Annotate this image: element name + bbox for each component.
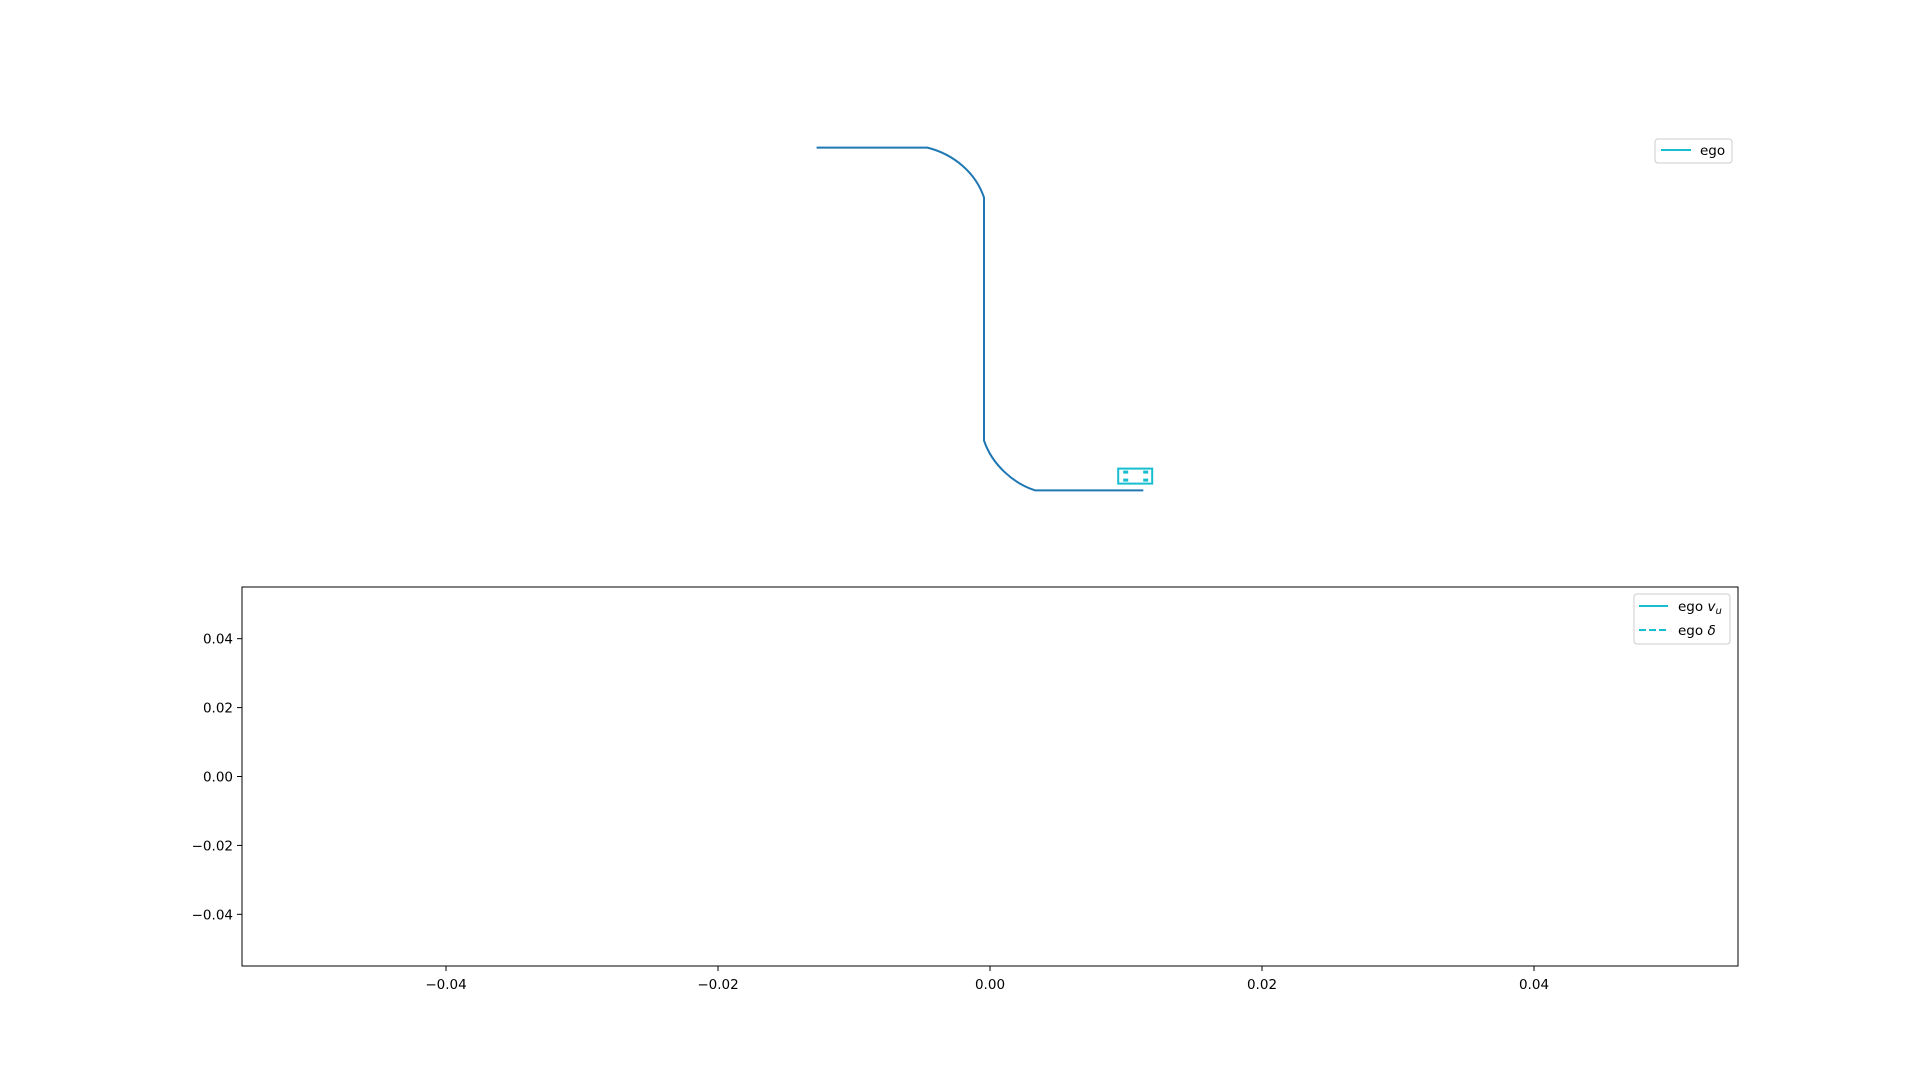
top-legend: ego	[1654, 138, 1733, 164]
legend-label-ego-vu: ego vu	[1678, 599, 1722, 617]
ego-vehicle-wheel	[1123, 470, 1129, 474]
trajectory-line	[816, 146, 1144, 492]
control-inputs-panel: −0.04 −0.02 0.00 0.02 0.04 0.04 0.02 0.00 −0.02…	[192, 586, 1739, 993]
ego-vehicle-marker	[1117, 467, 1154, 485]
x-tick-label: 0.00	[975, 977, 1005, 993]
bottom-legend: ego vu ego δ	[1633, 593, 1731, 645]
x-tick-label: 0.02	[1247, 977, 1277, 993]
plot-area-frame	[241, 586, 1739, 967]
y-tick-label: 0.04	[203, 632, 233, 648]
x-tick-label: −0.04	[425, 977, 466, 993]
y-tick-label: −0.04	[192, 907, 233, 923]
legend-label-ego-delta: ego δ	[1678, 623, 1716, 639]
ego-vehicle-body	[1117, 467, 1154, 485]
x-tick-label: 0.04	[1519, 977, 1549, 993]
y-tick-label: 0.02	[203, 701, 233, 717]
ego-vehicle-wheel	[1123, 478, 1129, 482]
y-tick-label: 0.00	[203, 770, 233, 786]
x-axis: −0.04 −0.02 0.00 0.02 0.04	[425, 966, 1549, 993]
top-legend-frame	[1654, 138, 1733, 164]
legend-label-ego: ego	[1700, 143, 1725, 159]
trajectory-panel: ego	[816, 138, 1733, 492]
y-tick-label: −0.02	[192, 838, 233, 854]
y-axis: 0.04 0.02 0.00 −0.02 −0.04	[192, 632, 242, 923]
ego-vehicle-wheel	[1143, 478, 1149, 482]
x-tick-label: −0.02	[697, 977, 738, 993]
ego-vehicle-wheel	[1143, 470, 1149, 474]
